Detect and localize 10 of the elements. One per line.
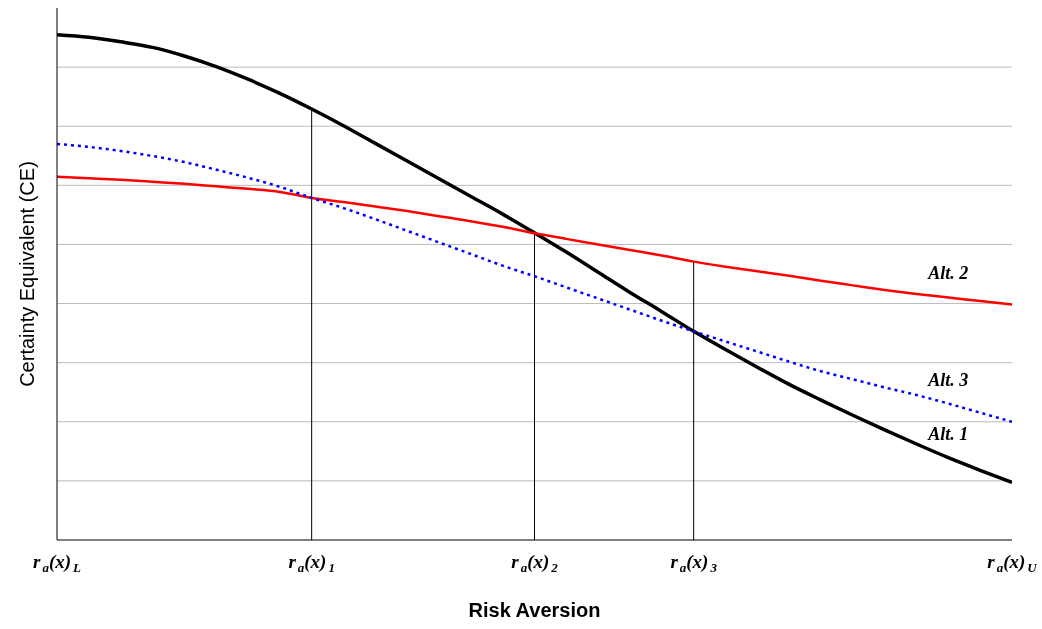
x-tick-label: r$_{a}$(x)$_{U}$ <box>987 551 1038 575</box>
series-label: Alt. 3 <box>927 369 969 390</box>
x-tick-label: r$_{a}$(x)$_{L}$ <box>32 551 82 575</box>
y-axis-title: Certainty Equivalent (CE) <box>16 161 39 387</box>
x-axis-title: Risk Aversion <box>468 599 601 621</box>
x-tick-label: r$_{a}$(x)$_{2}$ <box>511 551 559 575</box>
series-label: Alt. 1 <box>927 423 969 444</box>
x-tick-label: r$_{a}$(x)$_{3}$ <box>670 551 718 575</box>
x-tick-label: r$_{a}$(x)$_{1}$ <box>288 551 335 575</box>
series-label: Alt. 2 <box>927 263 969 284</box>
